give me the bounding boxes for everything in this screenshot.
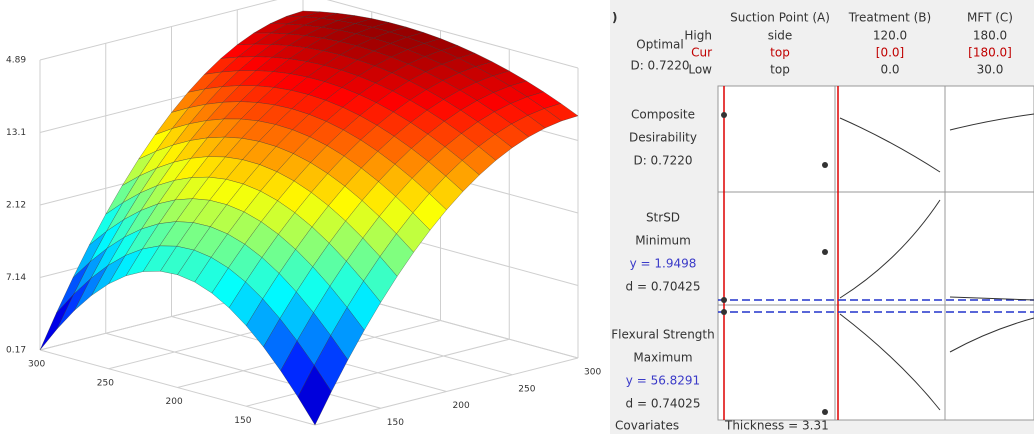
response-label: StrSD xyxy=(646,211,680,225)
response-label: Desirability xyxy=(629,131,697,145)
response-label: y = 56.8291 xyxy=(626,374,700,388)
dot xyxy=(721,112,727,118)
z-tick-label: 0.17 xyxy=(6,346,26,356)
curve xyxy=(949,113,1034,131)
corner: ) xyxy=(612,11,617,25)
response-label: Maximum xyxy=(633,351,692,365)
curve xyxy=(839,313,941,411)
y-tick-label: 200 xyxy=(453,401,470,411)
factor-name: MFT (C) xyxy=(967,11,1013,25)
dot xyxy=(721,297,727,303)
optimal: Optimal xyxy=(636,38,683,52)
y-tick-label: 150 xyxy=(387,418,404,428)
factor-high: 180.0 xyxy=(973,29,1007,43)
level: High xyxy=(684,29,712,43)
factor-low: top xyxy=(770,63,790,77)
factor-cur: top xyxy=(770,46,790,60)
z-tick-label: 7.14 xyxy=(6,273,26,283)
surface-cell xyxy=(297,364,332,426)
z-tick-label: 13.1 xyxy=(6,128,26,138)
dot xyxy=(822,409,828,415)
y-tick-label: 300 xyxy=(584,368,601,378)
dot xyxy=(822,162,828,168)
curve xyxy=(949,317,1034,353)
response-label: Composite xyxy=(631,108,695,122)
covariates: Covariates xyxy=(615,419,679,433)
z-tick-label: 4.89 xyxy=(6,56,26,66)
dot xyxy=(721,309,727,315)
response-label: d = 0.70425 xyxy=(626,280,701,294)
y-tick-label: 250 xyxy=(518,384,535,394)
level: Low xyxy=(688,63,712,77)
curve xyxy=(949,296,1034,301)
x-tick-label: 200 xyxy=(166,397,183,407)
factor-low: 30.0 xyxy=(977,63,1004,77)
response-label: y = 1.9498 xyxy=(630,257,697,271)
x-tick-label: 300 xyxy=(28,360,45,370)
response-label: d = 0.74025 xyxy=(626,397,701,411)
factor-name: Suction Point (A) xyxy=(730,11,830,25)
curve xyxy=(839,199,941,299)
z-tick-label: 2.12 xyxy=(6,201,26,211)
factor-name: Treatment (B) xyxy=(848,11,931,25)
factor-high: 120.0 xyxy=(873,29,907,43)
level: Cur xyxy=(691,46,712,60)
plot-area xyxy=(717,85,1034,421)
thickness: Thickness = 3.31 xyxy=(724,419,829,433)
response-label: Flexural Strength xyxy=(611,328,714,342)
x-tick-label: 150 xyxy=(234,416,251,426)
factor-low: 0.0 xyxy=(880,63,899,77)
factor-high: side xyxy=(768,29,793,43)
dot xyxy=(822,249,828,255)
surface-plot: 4.8913.12.127.140.1730025020015010010015… xyxy=(6,0,601,428)
x-tick-label: 250 xyxy=(97,378,114,388)
factor-cur: [180.0] xyxy=(968,46,1012,60)
response-label: Minimum xyxy=(635,234,691,248)
curve xyxy=(839,117,941,173)
response-label: D: 0.7220 xyxy=(633,154,692,168)
optimal-d: D: 0.7220 xyxy=(630,59,689,73)
factor-cur: [0.0] xyxy=(876,46,904,60)
optimizer-panel: ) Optimal D: 0.7220 High Cur Low Covaria… xyxy=(610,0,1034,434)
